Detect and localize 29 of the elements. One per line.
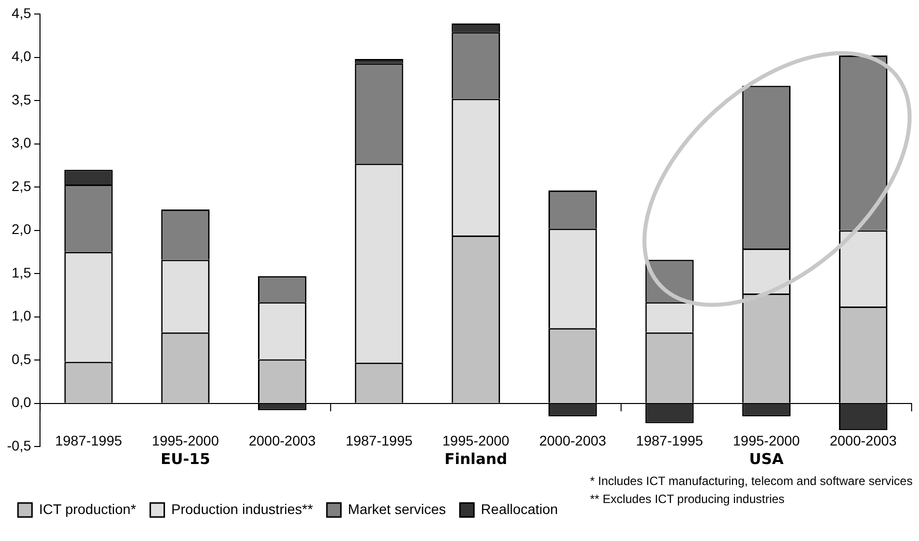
y-tick-label: 0,5	[12, 350, 32, 367]
y-tick-label: -0,5	[7, 437, 32, 454]
text: Finland	[444, 450, 508, 468]
y-tick-label: 3,5	[12, 91, 32, 108]
x-tick-label: 2000-2003	[248, 432, 316, 449]
legend-label: Market services	[348, 500, 446, 517]
legend-label: Production industries**	[171, 500, 314, 517]
y-tick-label: 1,0	[12, 308, 32, 324]
y-tick-label: 0,0	[12, 394, 32, 410]
text: EU-15	[160, 450, 210, 468]
text: USA	[749, 450, 784, 468]
x-tick-label: 1995-2000	[152, 432, 220, 449]
x-tick-label: 2000-2003	[830, 432, 897, 449]
x-tick-label: 1995-2000	[442, 432, 510, 449]
x-tick-label: 2000-2003	[539, 432, 606, 449]
x-tick-label: 1987-1995	[346, 432, 413, 449]
y-tick-label: 4,0	[12, 48, 32, 64]
y-tick-label: 2,5	[12, 178, 32, 194]
text: * Includes ICT manufacturing, telecom and software services	[590, 473, 913, 490]
legend-label: ICT production*	[39, 500, 137, 517]
y-tick-label: 2,0	[12, 221, 32, 238]
text: ** Excludes ICT producing industries	[590, 491, 786, 508]
x-tick-label: 1995-2000	[732, 432, 800, 449]
x-tick-label: 1987-1995	[55, 432, 122, 449]
y-tick-label: 1,5	[12, 264, 32, 280]
legend-label: Reallocation	[480, 500, 558, 517]
y-tick-label: 4,5	[12, 4, 32, 21]
x-tick-label: 1987-1995	[636, 432, 704, 449]
y-tick-label: 3,0	[12, 134, 32, 151]
